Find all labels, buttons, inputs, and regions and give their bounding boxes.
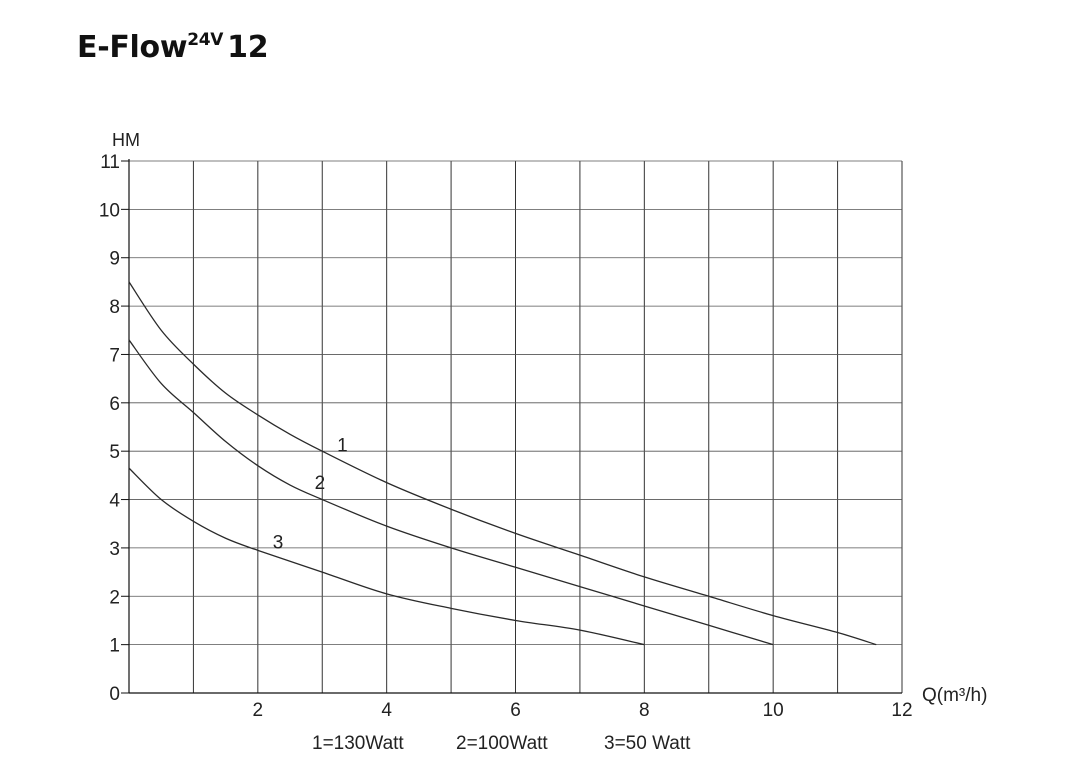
y-tick-label: 8 <box>109 297 120 318</box>
curve-1 <box>128 281 877 646</box>
x-axis-label: Q(m³/h) <box>922 685 987 706</box>
x-tick-label: 2 <box>253 700 264 721</box>
y-tick-label: 2 <box>109 587 120 608</box>
y-tick-label: 7 <box>109 345 120 366</box>
curve-labels: 12 3 <box>273 435 348 553</box>
chart-axes <box>121 159 902 694</box>
y-tick-label: 11 <box>100 152 120 173</box>
title-main: E-Flow <box>77 30 188 65</box>
legend-item: 1=130Watt <box>312 733 404 754</box>
chart-title: E-Flow24V 12 <box>77 30 269 65</box>
x-tick-label: 6 <box>510 700 521 721</box>
y-tick-label: 3 <box>109 539 120 560</box>
y-tick-label: 5 <box>109 442 120 463</box>
x-tick-label: 4 <box>381 700 392 721</box>
x-tick-label: 8 <box>639 700 650 721</box>
y-axis-label: HM <box>112 130 140 150</box>
y-tick-label: 0 <box>109 684 120 705</box>
x-tick-label: 10 <box>763 700 784 721</box>
y-tick-label: 4 <box>109 491 120 512</box>
y-tick-label: 9 <box>109 249 120 270</box>
title-suffix: 12 <box>227 30 269 65</box>
title-superscript: 24V <box>187 30 224 50</box>
legend-item: 2=100Watt <box>456 733 548 754</box>
y-tick-label: 6 <box>109 394 120 415</box>
curve-label-2: 2 <box>315 473 326 494</box>
legend: 1=130Watt 2=100Watt 3=50 Watt <box>312 733 691 754</box>
legend-item: 3=50 Watt <box>604 733 691 754</box>
curve-label-3: 3 <box>273 533 284 554</box>
chart-grid <box>129 160 903 693</box>
curves <box>128 281 877 646</box>
curve-label-1: 1 <box>337 435 348 456</box>
curve-3 <box>128 467 645 646</box>
y-tick-label: 1 <box>109 636 120 657</box>
x-tick-label: 12 <box>891 700 912 721</box>
curve-2 <box>128 339 774 646</box>
y-tick-label: 10 <box>99 200 120 221</box>
